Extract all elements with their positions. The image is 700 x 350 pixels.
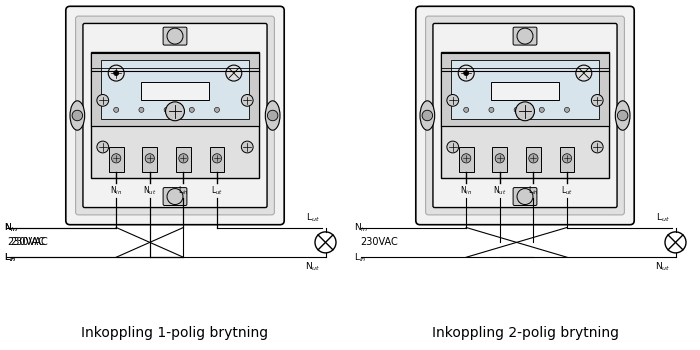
Circle shape	[463, 107, 469, 112]
FancyBboxPatch shape	[91, 52, 259, 178]
Bar	[526, 147, 540, 172]
FancyBboxPatch shape	[66, 6, 284, 225]
Text: L$_{in}$: L$_{in}$	[4, 251, 16, 264]
Text: Inkoppling 1-polig brytning: Inkoppling 1-polig brytning	[81, 326, 269, 340]
Text: L$_{ut}$: L$_{ut}$	[307, 211, 321, 224]
Circle shape	[166, 102, 184, 121]
Ellipse shape	[420, 101, 435, 130]
Circle shape	[617, 110, 628, 121]
Text: L$_{in}$: L$_{in}$	[4, 251, 16, 264]
Circle shape	[315, 232, 336, 253]
Circle shape	[489, 107, 494, 112]
Circle shape	[447, 94, 459, 106]
Text: L$_{in}$: L$_{in}$	[178, 184, 189, 197]
Circle shape	[111, 154, 121, 163]
Text: N$_{ut}$: N$_{ut}$	[493, 184, 507, 197]
Text: L$_{ut}$: L$_{ut}$	[657, 211, 671, 224]
Circle shape	[72, 110, 83, 121]
Text: N$_{in}$: N$_{in}$	[4, 221, 18, 234]
Circle shape	[592, 94, 603, 106]
Ellipse shape	[70, 101, 85, 130]
Circle shape	[517, 28, 533, 44]
Circle shape	[97, 141, 108, 153]
FancyBboxPatch shape	[163, 27, 187, 45]
FancyBboxPatch shape	[513, 27, 537, 45]
Text: N$_{in}$: N$_{in}$	[110, 184, 122, 197]
Circle shape	[178, 154, 188, 163]
FancyBboxPatch shape	[83, 23, 267, 208]
Text: L$_{ut}$: L$_{ut}$	[561, 184, 573, 197]
Circle shape	[267, 110, 278, 121]
Text: 230VAC: 230VAC	[360, 237, 398, 247]
FancyBboxPatch shape	[426, 16, 624, 215]
Bar	[91, 52, 259, 126]
Circle shape	[145, 154, 155, 163]
Text: N$_{in}$: N$_{in}$	[4, 221, 18, 234]
Circle shape	[189, 107, 195, 112]
Circle shape	[576, 65, 592, 81]
Circle shape	[463, 71, 469, 76]
Text: L$_{in}$: L$_{in}$	[354, 251, 366, 264]
Text: Inkoppling 2-polig brytning: Inkoppling 2-polig brytning	[431, 326, 619, 340]
Bar	[141, 82, 209, 100]
Bar	[560, 147, 574, 172]
FancyBboxPatch shape	[76, 16, 274, 215]
Bar	[441, 52, 609, 126]
Text: N$_{in}$: N$_{in}$	[460, 184, 473, 197]
Circle shape	[226, 65, 241, 81]
FancyBboxPatch shape	[433, 23, 617, 208]
Text: 230VAC: 230VAC	[10, 237, 48, 247]
Circle shape	[241, 94, 253, 106]
Bar	[210, 147, 224, 172]
Bar	[491, 82, 559, 100]
Circle shape	[97, 94, 108, 106]
Bar	[101, 60, 249, 119]
Bar	[143, 147, 157, 172]
FancyBboxPatch shape	[441, 52, 609, 178]
FancyBboxPatch shape	[416, 6, 634, 225]
Circle shape	[164, 107, 169, 112]
Circle shape	[539, 107, 545, 112]
Circle shape	[139, 107, 144, 112]
Circle shape	[515, 102, 535, 121]
Circle shape	[461, 154, 471, 163]
Ellipse shape	[265, 101, 280, 130]
Bar	[493, 147, 507, 172]
Text: N$_{ut}$: N$_{ut}$	[304, 261, 321, 273]
Circle shape	[422, 110, 433, 121]
Circle shape	[113, 71, 119, 76]
Text: N$_{ut}$: N$_{ut}$	[143, 184, 157, 197]
Circle shape	[562, 154, 572, 163]
FancyBboxPatch shape	[513, 188, 537, 205]
FancyBboxPatch shape	[163, 188, 187, 205]
Ellipse shape	[615, 101, 630, 130]
Circle shape	[517, 189, 533, 204]
Text: N$_{in}$: N$_{in}$	[354, 221, 368, 234]
Bar	[176, 147, 190, 172]
Circle shape	[495, 154, 505, 163]
Circle shape	[167, 189, 183, 204]
Circle shape	[108, 65, 124, 81]
Circle shape	[514, 107, 519, 112]
Bar	[451, 60, 599, 119]
Circle shape	[214, 107, 220, 112]
Circle shape	[241, 141, 253, 153]
Circle shape	[528, 154, 538, 163]
Circle shape	[665, 232, 686, 253]
Circle shape	[592, 141, 603, 153]
Text: N$_{ut}$: N$_{ut}$	[654, 261, 671, 273]
Bar	[459, 147, 473, 172]
Circle shape	[212, 154, 222, 163]
Text: L$_{ut}$: L$_{ut}$	[211, 184, 223, 197]
Circle shape	[447, 141, 459, 153]
Circle shape	[564, 107, 570, 112]
Circle shape	[113, 107, 119, 112]
Circle shape	[167, 28, 183, 44]
Bar	[109, 147, 123, 172]
Circle shape	[458, 65, 474, 81]
Text: 230VAC: 230VAC	[7, 237, 45, 247]
Text: L$_{in}$: L$_{in}$	[528, 184, 539, 197]
